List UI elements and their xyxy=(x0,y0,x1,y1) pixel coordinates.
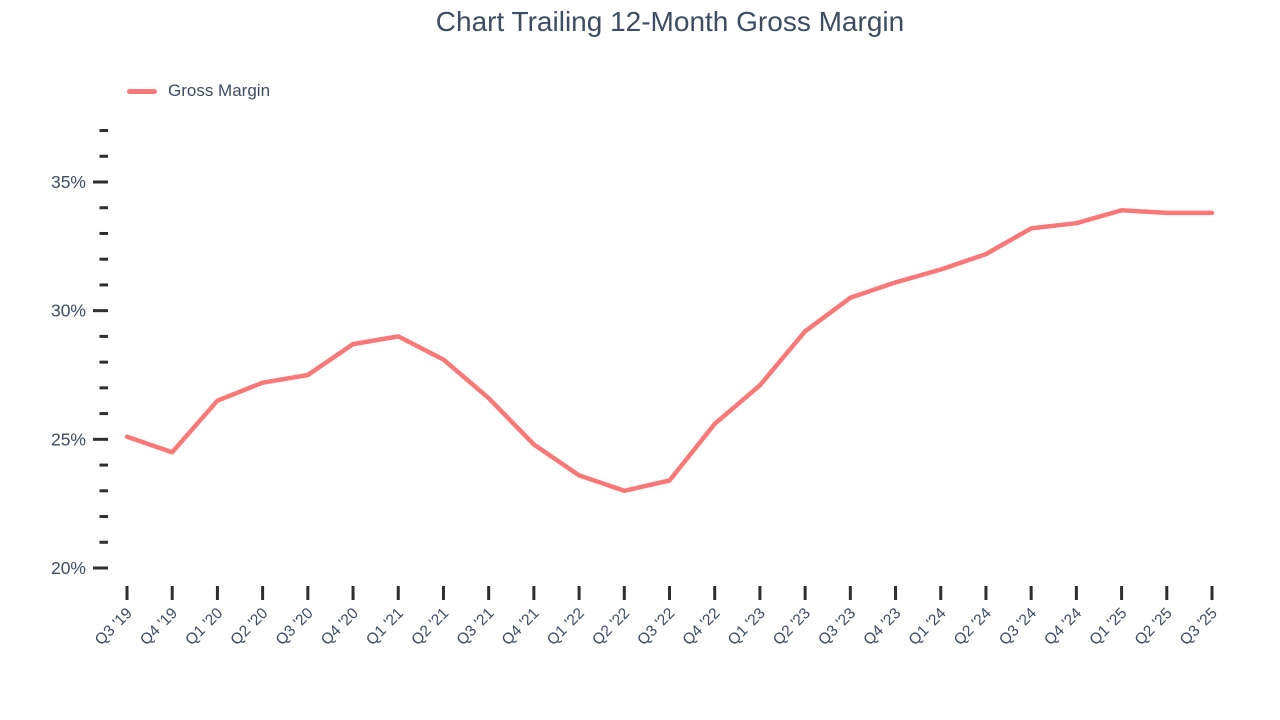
x-axis-label: Q2 '20 xyxy=(227,605,271,649)
x-axis-label: Q2 '25 xyxy=(1132,605,1176,649)
legend-line-swatch-icon xyxy=(127,88,157,94)
x-axis-label: Q4 '23 xyxy=(860,605,904,649)
x-axis-label: Q3 '23 xyxy=(815,605,859,649)
y-axis-label: 20% xyxy=(51,558,86,578)
x-axis-label: Q2 '21 xyxy=(408,605,452,649)
chart-title: Chart Trailing 12-Month Gross Margin xyxy=(435,6,905,37)
legend: Gross Margin xyxy=(127,81,270,101)
x-axis-label: Q1 '24 xyxy=(906,605,950,649)
x-axis-label: Q1 '22 xyxy=(544,605,588,649)
x-axis-label: Q4 '21 xyxy=(499,605,543,649)
x-axis-label: Q4 '24 xyxy=(1041,605,1085,649)
x-axis-label: Q2 '24 xyxy=(951,605,995,649)
x-axis-label: Q3 '22 xyxy=(634,605,678,649)
x-axis-label: Q4 '22 xyxy=(680,605,724,649)
x-axis-label: Q4 '19 xyxy=(137,605,181,649)
y-axis-label: 35% xyxy=(51,172,86,192)
y-axis-label: 25% xyxy=(51,429,86,449)
x-axis-label: Q3 '25 xyxy=(1177,605,1221,649)
legend-item-gross-margin[interactable]: Gross Margin xyxy=(127,81,270,101)
x-axis-label: Q1 '21 xyxy=(363,605,407,649)
x-axis-label: Q3 '19 xyxy=(92,605,136,649)
x-axis-label: Q3 '20 xyxy=(273,605,317,649)
x-axis-label: Q1 '20 xyxy=(182,605,226,649)
x-axis-label: Q1 '25 xyxy=(1086,605,1130,649)
x-axis-label: Q1 '23 xyxy=(725,605,769,649)
x-axis-label: Q3 '21 xyxy=(454,605,498,649)
x-axis-label: Q2 '23 xyxy=(770,605,814,649)
legend-label: Gross Margin xyxy=(168,81,271,100)
gross-margin-line xyxy=(124,208,1215,494)
x-axis-label: Q2 '22 xyxy=(589,605,633,649)
x-axis-label: Q3 '24 xyxy=(996,605,1040,649)
y-axis-label: 30% xyxy=(51,301,86,321)
x-axis-label: Q4 '20 xyxy=(318,605,362,649)
